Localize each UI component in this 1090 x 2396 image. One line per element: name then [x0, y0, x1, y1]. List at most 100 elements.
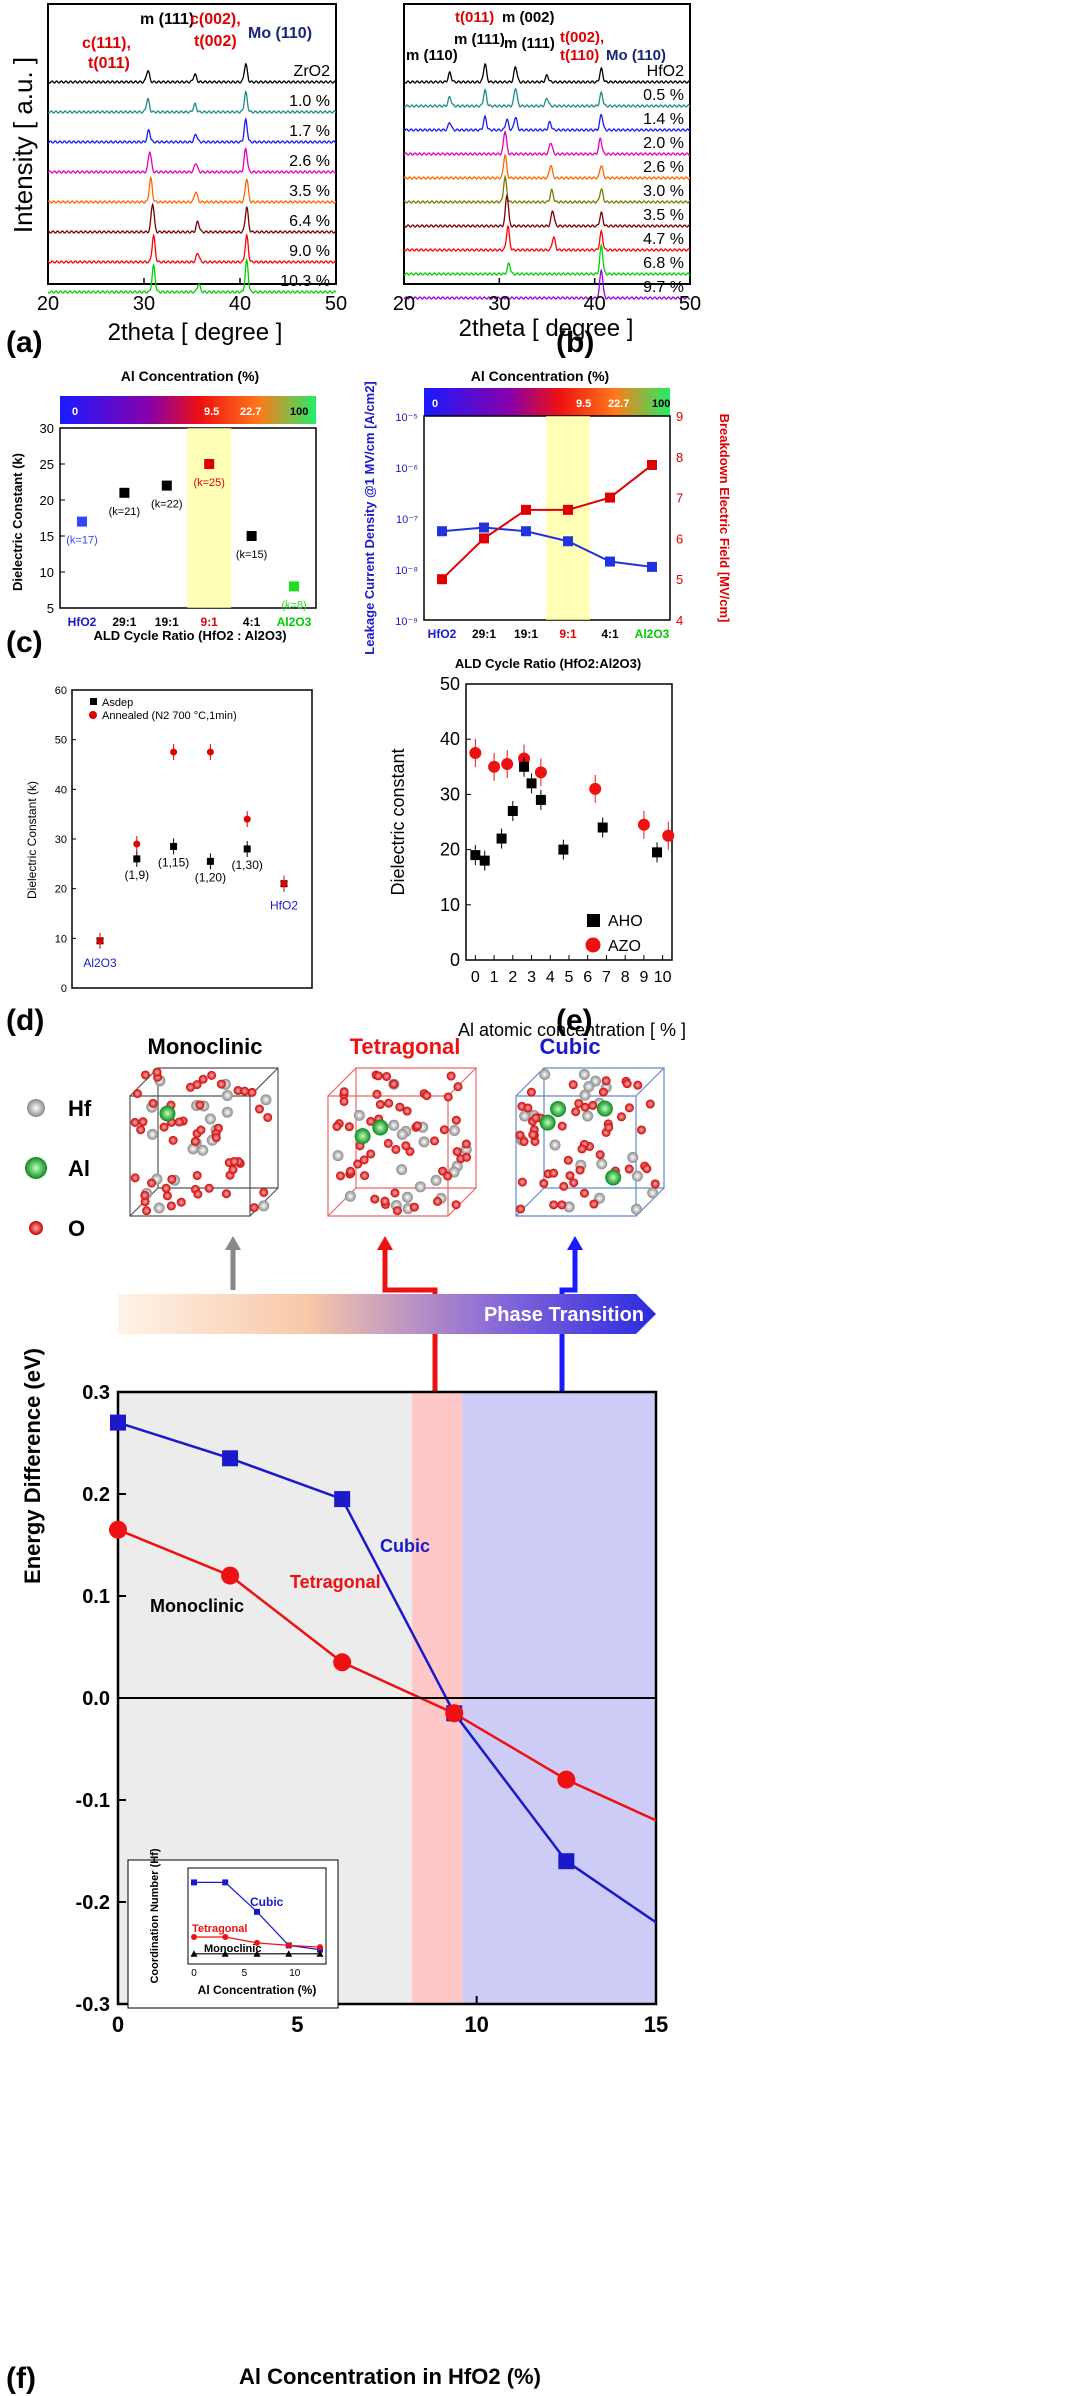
phase-transition-banner — [118, 1294, 656, 1334]
xrd-curve — [47, 89, 337, 114]
o-atom — [233, 1085, 243, 1095]
inset-point — [253, 1950, 261, 1957]
category-label: Al2O3 — [83, 956, 117, 970]
o-atom — [195, 1100, 205, 1110]
panel-label-f: (f) — [6, 2362, 36, 2395]
data-point — [470, 850, 481, 861]
category-label: HfO2 — [270, 899, 298, 913]
hf-atom — [583, 1081, 595, 1093]
data-point — [119, 487, 130, 498]
o-atom — [452, 1147, 462, 1157]
inset-x-tick-label: 10 — [289, 1968, 301, 1979]
y-tick-label: 25 — [40, 457, 54, 472]
inset-point — [222, 1879, 229, 1886]
inset-point — [285, 1950, 293, 1957]
colorbar-title: Al Concentration (%) — [471, 368, 609, 384]
data-point — [479, 855, 490, 866]
o-atom — [443, 1092, 453, 1102]
o-atom — [402, 1106, 412, 1116]
data-point — [557, 1770, 576, 1789]
o-atom — [563, 1155, 573, 1165]
category-label: (1,9) — [124, 868, 149, 882]
y-right-tick-label: 4 — [676, 613, 683, 628]
o-atom — [382, 1071, 392, 1081]
data-point — [534, 766, 547, 779]
o-atom — [636, 1125, 646, 1135]
o-atom — [549, 1200, 559, 1210]
crystal-edge — [515, 1067, 545, 1097]
crystal-edge — [327, 1067, 357, 1097]
o-atom — [439, 1125, 449, 1135]
o-atom — [453, 1082, 463, 1092]
o-atom — [645, 1099, 655, 1109]
o-atom — [384, 1098, 394, 1108]
o-atom — [539, 1178, 549, 1188]
data-point — [334, 1491, 351, 1508]
o-atom — [198, 1074, 208, 1084]
hf-atom-icon — [27, 1099, 45, 1117]
o-atom — [409, 1202, 419, 1212]
o-atom — [633, 1080, 643, 1090]
x-tick-label: 5 — [565, 969, 574, 986]
category-label: (1,20) — [195, 870, 226, 884]
data-point — [280, 880, 288, 888]
data-point — [563, 504, 573, 515]
hf-atom — [221, 1106, 233, 1118]
y-tick-label: 60 — [55, 685, 67, 697]
o-atom — [574, 1098, 584, 1108]
x-axis-label: Al Concentration in HfO2 (%) — [239, 2364, 541, 2389]
al-atom — [539, 1114, 556, 1131]
o-atom — [138, 1117, 148, 1127]
panel-label-d: (d) — [6, 1004, 44, 1037]
y-right-tick-label: 5 — [676, 572, 683, 587]
peak-annotation: m (002) — [502, 9, 555, 26]
o-atom — [412, 1121, 422, 1131]
o-atom — [366, 1116, 376, 1126]
o-atom — [142, 1206, 152, 1216]
series-label-cubic: Cubic — [380, 1536, 430, 1556]
energy-chart-f: Hf Al O Monoclinic Tetragonal Cubic Phas… — [20, 1034, 668, 2389]
data-point — [501, 758, 514, 771]
hf-atom — [353, 1109, 365, 1121]
data-point — [535, 794, 546, 805]
series-label: 2.6 % — [289, 153, 330, 170]
o-atom — [389, 1079, 399, 1089]
data-point — [521, 526, 531, 537]
o-atom — [391, 1144, 401, 1154]
hf-atom — [539, 1068, 551, 1080]
o-atom — [185, 1082, 195, 1092]
data-point — [589, 782, 602, 795]
inset-point — [191, 1934, 197, 1940]
series-label: 1.4 % — [643, 111, 684, 128]
o-atom — [624, 1103, 634, 1113]
inset-series-label: Cubic — [250, 1895, 284, 1909]
x-tick-label: 19:1 — [514, 627, 538, 641]
highlight-band — [187, 428, 232, 608]
hf-atom — [627, 1152, 639, 1164]
xrd-curve — [47, 257, 337, 294]
peak-annotation: t(110) — [560, 47, 599, 64]
dielectric-chart-c: Al Concentration (%) 0 9.5 22.7 100 5 10 1… — [10, 368, 317, 643]
inset-point — [221, 1950, 229, 1957]
data-point — [647, 459, 657, 470]
o-atom — [359, 1155, 369, 1165]
y-axis-label: Dielectric Constant (k) — [10, 453, 25, 591]
hf-atom — [146, 1128, 158, 1140]
o-atom — [148, 1098, 158, 1108]
xrd-curve — [48, 117, 337, 144]
dielectric-chart-d: 0 10 20 30 40 50 60 Al2O3 (1,9) (1,15) (1,20) (1,30… — [25, 685, 313, 995]
y-tick-label: 10⁻⁵ — [395, 412, 418, 424]
hf-atom — [631, 1170, 643, 1182]
o-atom — [263, 1112, 273, 1122]
o-atom — [380, 1196, 390, 1206]
al-atom — [605, 1169, 622, 1186]
o-atom — [132, 1089, 142, 1099]
y-tick-label: 10⁻⁶ — [395, 463, 418, 475]
data-point — [109, 1520, 127, 1539]
hf-atom — [579, 1089, 591, 1101]
o-atom — [433, 1196, 443, 1206]
o-atom — [140, 1070, 150, 1080]
legend-marker-aho — [587, 914, 600, 927]
x-tick-label: 50 — [325, 293, 347, 315]
x-axis-label: ALD Cycle Ratio (HfO2 : Al2O3) — [93, 628, 286, 643]
